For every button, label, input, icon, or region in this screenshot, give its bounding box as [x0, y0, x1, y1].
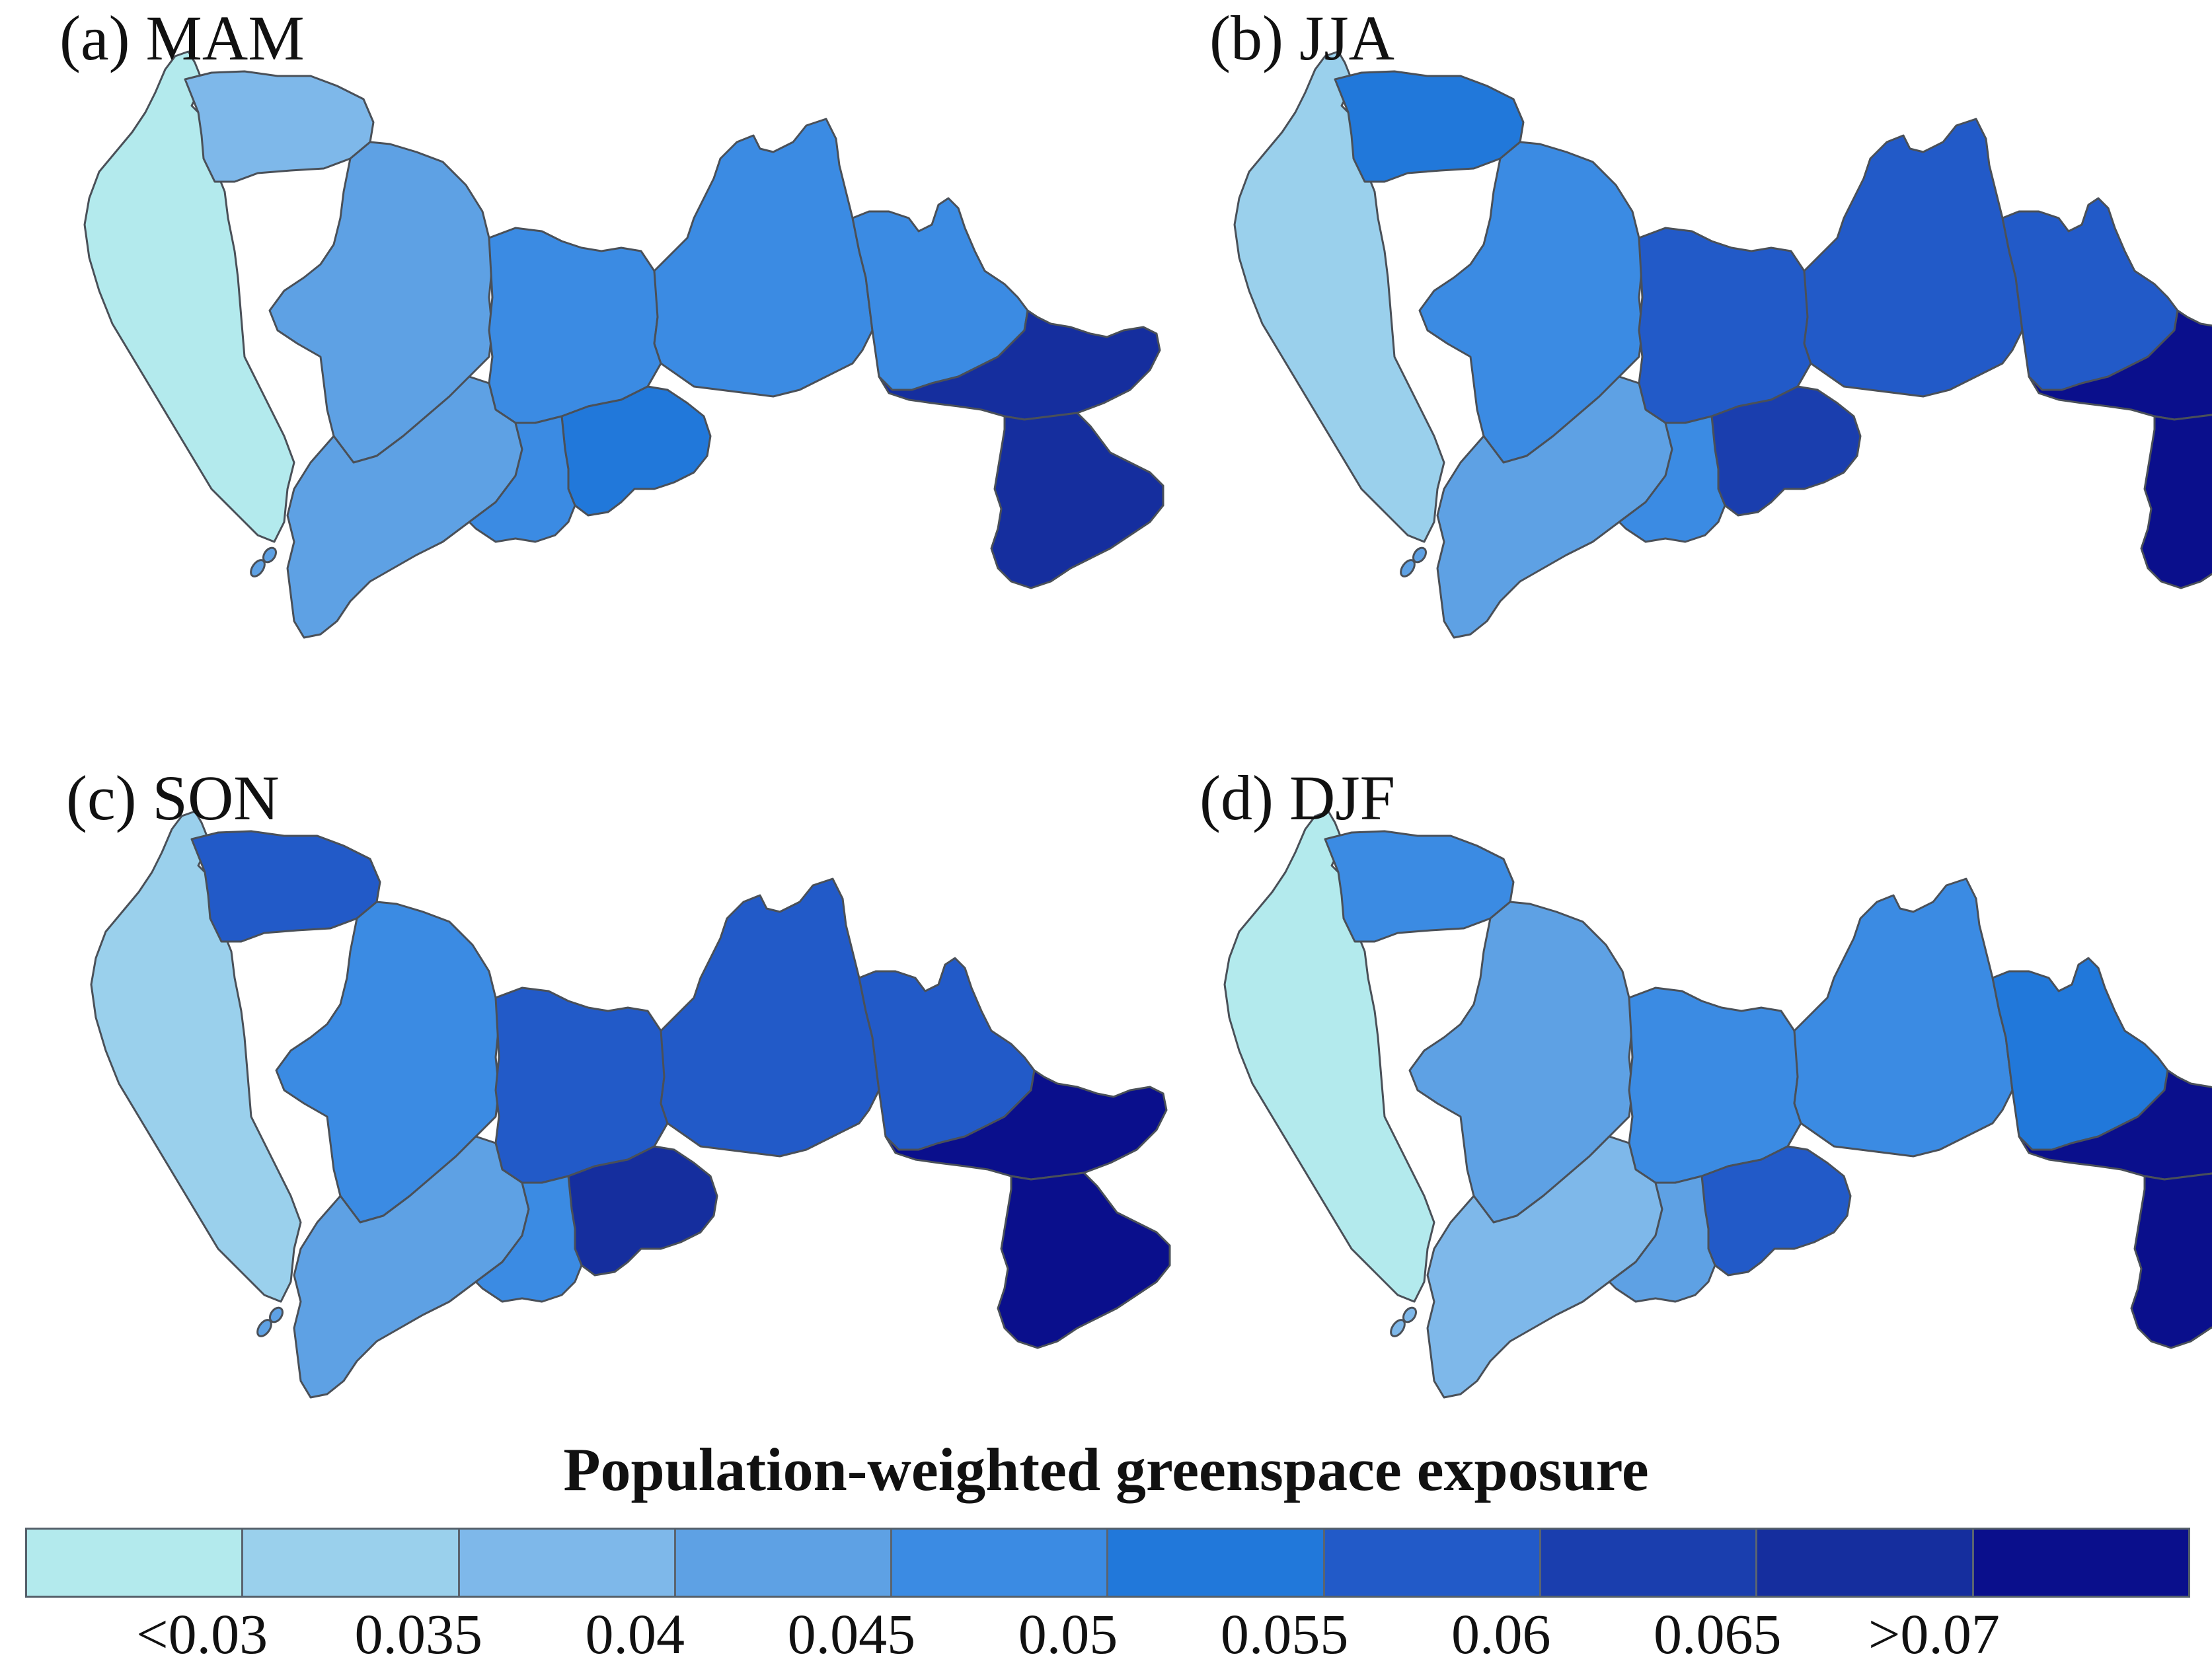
- district-northeast: [653, 118, 874, 398]
- legend-tick-label: 0.05: [1018, 1602, 1118, 1666]
- district-east-upper: [2028, 309, 2212, 421]
- choropleth-map: [83, 50, 1164, 639]
- district-east-lower: [997, 1171, 1171, 1349]
- district-south-coast: [1608, 1175, 1716, 1303]
- legend-swatch-6: [1108, 1530, 1325, 1596]
- legend-swatch-10: [1973, 1530, 2188, 1596]
- district-east-upper: [878, 309, 1161, 421]
- map-panel-jja: (b) JJA: [1209, 0, 2212, 714]
- legend-tick-label: >0.07: [1868, 1602, 2000, 1666]
- panel-title: (a) MAM: [59, 3, 305, 73]
- panel-title: (d) DJF: [1200, 762, 1396, 833]
- legend-tick-label: 0.06: [1451, 1602, 1551, 1666]
- islet: [1402, 1306, 1418, 1323]
- legend-swatch-3: [459, 1530, 676, 1596]
- district-northwest: [1324, 830, 1515, 943]
- district-northeast: [1803, 118, 2024, 398]
- color-legend-bar: [25, 1528, 2190, 1598]
- district-southwest-peninsula: [1426, 1135, 1663, 1399]
- district-southwest-peninsula: [1436, 375, 1673, 639]
- legend-tick-label: 0.065: [1654, 1602, 1782, 1666]
- district-northwest: [184, 70, 375, 183]
- district-southwest-peninsula: [293, 1135, 530, 1399]
- map-panel-son: (c) SON: [66, 760, 1171, 1473]
- islet: [1412, 546, 1428, 564]
- district-northeast: [660, 877, 880, 1158]
- legend-swatch-5: [892, 1530, 1109, 1596]
- district-south-coast: [468, 415, 576, 543]
- choropleth-map: [1233, 50, 2212, 639]
- legend-swatch-9: [1757, 1530, 1974, 1596]
- legend-tick-label: 0.045: [787, 1602, 916, 1666]
- islet: [262, 546, 278, 564]
- district-south-coast: [475, 1175, 583, 1303]
- legend-title: Population-weighted greenspace exposure: [563, 1436, 1649, 1503]
- district-east-lower: [2130, 1172, 2212, 1349]
- choropleth-map: [1223, 810, 2212, 1399]
- islet: [268, 1306, 284, 1323]
- legend-swatch-1: [27, 1530, 244, 1596]
- legend-tick-label: 0.035: [354, 1602, 482, 1666]
- district-northeast: [1793, 877, 2014, 1158]
- panel-title: (c) SON: [66, 762, 280, 833]
- legend-tick-label: 0.04: [585, 1602, 685, 1666]
- legend-swatch-2: [243, 1530, 460, 1596]
- legend-tick-label: 0.055: [1220, 1602, 1349, 1666]
- district-east-lower: [990, 412, 1164, 589]
- choropleth-map: [90, 810, 1171, 1399]
- panel-title: (b) JJA: [1209, 3, 1394, 73]
- legend-swatch-7: [1324, 1530, 1542, 1596]
- map-panel-mam: (a) MAM: [59, 0, 1164, 714]
- map-panel-djf: (d) DJF: [1200, 760, 2212, 1473]
- district-northwest: [1334, 70, 1525, 183]
- district-east-lower: [2140, 414, 2212, 589]
- legend-tick-label: <0.03: [136, 1602, 268, 1666]
- district-southwest-peninsula: [286, 375, 523, 639]
- district-east-upper: [884, 1069, 1168, 1181]
- district-east-upper: [2018, 1069, 2212, 1181]
- district-northwest: [190, 830, 381, 943]
- district-south-coast: [1618, 415, 1726, 543]
- legend-swatch-4: [675, 1530, 893, 1596]
- legend-swatch-8: [1541, 1530, 1758, 1596]
